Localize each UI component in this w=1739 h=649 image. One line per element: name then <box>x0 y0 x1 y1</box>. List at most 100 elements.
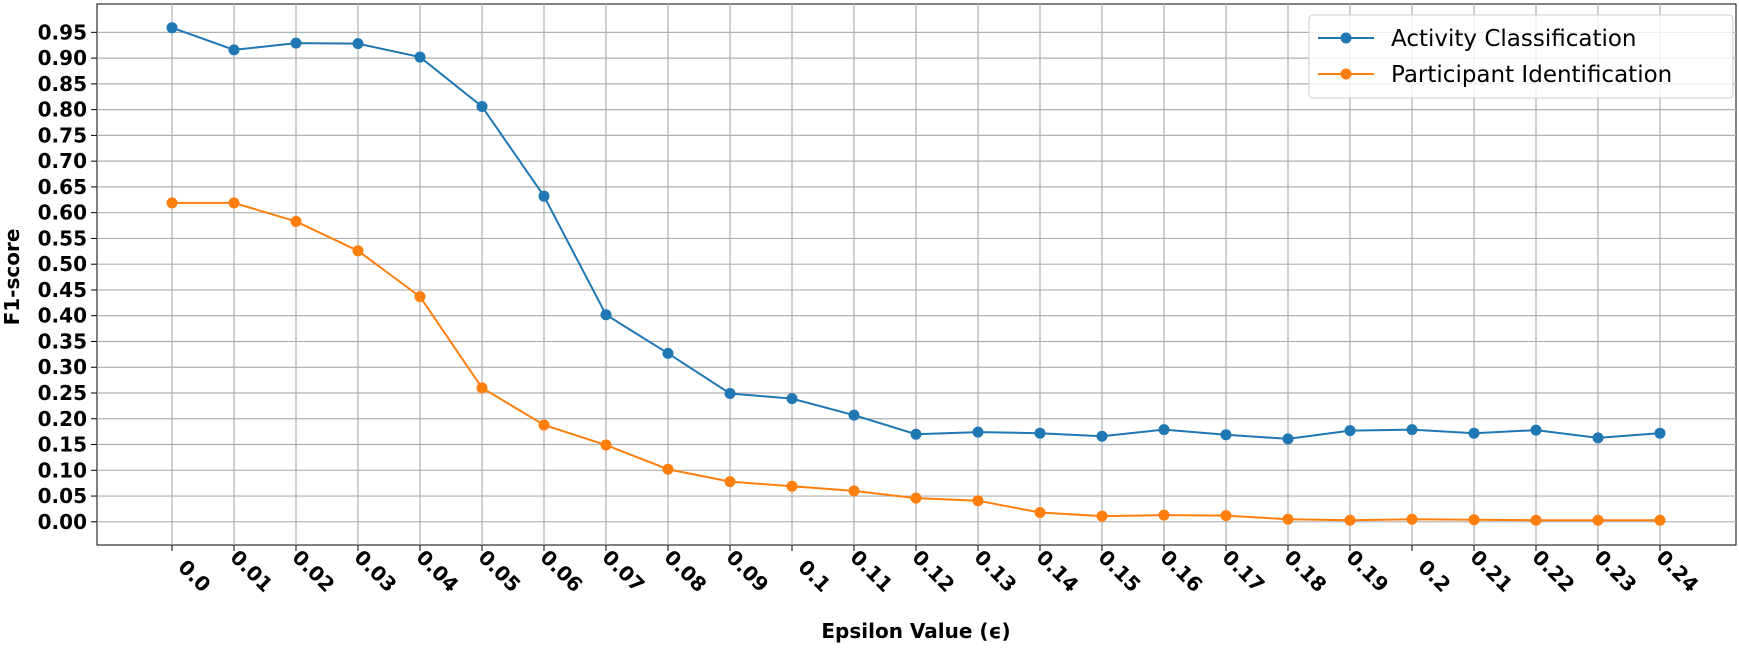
y-tick-label: 0.90 <box>38 46 87 70</box>
x-tick-label: 0.03 <box>350 545 402 597</box>
x-tick-label: 0.09 <box>722 545 774 597</box>
data-point <box>910 428 922 440</box>
data-point <box>1406 513 1418 525</box>
data-point <box>1344 425 1356 437</box>
data-point <box>600 439 612 451</box>
data-point <box>786 393 798 405</box>
data-point <box>1158 509 1170 521</box>
x-axis-title: Epsilon Value (ϵ) <box>821 619 1010 643</box>
data-point <box>786 480 798 492</box>
data-point <box>166 22 178 34</box>
x-tick-label: 0.23 <box>1590 545 1642 597</box>
data-point <box>662 463 674 475</box>
x-tick-label: 0.14 <box>1032 545 1084 597</box>
data-point <box>910 492 922 504</box>
x-tick-label: 0.05 <box>474 545 526 597</box>
x-tick-label: 0.0 <box>173 555 215 597</box>
data-point <box>724 476 736 488</box>
data-point <box>476 101 488 113</box>
legend-entry: Activity Classification <box>1318 26 1637 52</box>
data-point <box>1468 427 1480 439</box>
y-tick-label: 0.00 <box>38 510 87 534</box>
y-tick-label: 0.10 <box>38 458 87 482</box>
legend-label: Participant Identification <box>1391 62 1672 88</box>
x-tick-label: 0.15 <box>1094 545 1146 597</box>
data-point <box>352 245 364 257</box>
x-tick-label: 0.08 <box>660 545 712 597</box>
data-point <box>600 309 612 321</box>
y-axis-title: F1-score <box>0 229 24 326</box>
legend-marker <box>1340 32 1352 44</box>
data-point <box>1034 507 1046 519</box>
data-point <box>1096 430 1108 442</box>
data-point <box>1530 424 1542 436</box>
legend: Activity Classification Participant Ident… <box>1308 14 1734 99</box>
data-point <box>538 190 550 202</box>
x-tick-label: 0.06 <box>536 545 588 597</box>
y-tick-label: 0.75 <box>38 123 87 147</box>
data-point <box>290 215 302 227</box>
y-tick-label: 0.70 <box>38 149 87 173</box>
x-tick-label: 0.2 <box>1413 555 1455 597</box>
data-point <box>1592 514 1604 526</box>
y-tick-label: 0.45 <box>38 278 87 302</box>
data-point <box>1158 424 1170 436</box>
x-tick-label: 0.19 <box>1342 545 1394 597</box>
y-tick-label: 0.60 <box>38 201 87 225</box>
x-tick-label: 0.18 <box>1280 545 1332 597</box>
legend-box <box>1308 14 1734 99</box>
data-point <box>724 388 736 400</box>
data-point <box>848 485 860 497</box>
data-point <box>290 37 302 49</box>
data-point <box>228 44 240 56</box>
x-tick-label: 0.07 <box>598 545 650 597</box>
y-tick-label: 0.05 <box>38 484 87 508</box>
data-point <box>662 347 674 359</box>
y-tick-label: 0.40 <box>38 304 87 328</box>
y-tick-label: 0.20 <box>38 407 87 431</box>
x-tick-label: 0.12 <box>908 545 960 597</box>
grid-lines <box>97 4 1736 545</box>
series-lines <box>166 22 1666 526</box>
data-point <box>972 495 984 507</box>
legend-marker <box>1340 68 1352 80</box>
legend-label: Activity Classification <box>1391 26 1637 52</box>
data-point <box>228 197 240 209</box>
legend-entry: Participant Identification <box>1318 62 1672 88</box>
data-point <box>476 382 488 394</box>
data-point <box>1592 432 1604 444</box>
data-point <box>1282 433 1294 445</box>
data-point <box>1034 427 1046 439</box>
y-tick-label: 0.30 <box>38 355 87 379</box>
data-point <box>1530 514 1542 526</box>
data-point <box>1654 514 1666 526</box>
data-point <box>848 409 860 421</box>
y-tick-label: 0.85 <box>38 72 87 96</box>
y-tick-label: 0.25 <box>38 381 87 405</box>
x-tick-label: 0.11 <box>846 545 898 597</box>
x-tick-label: 0.24 <box>1652 545 1704 597</box>
x-tick-label: 0.21 <box>1466 545 1518 597</box>
x-tick-label: 0.04 <box>412 545 464 597</box>
data-point <box>414 51 426 63</box>
y-tick-label: 0.50 <box>38 252 87 276</box>
data-point <box>1344 514 1356 526</box>
data-point <box>414 291 426 303</box>
data-point <box>1220 429 1232 441</box>
x-tick-label: 0.22 <box>1528 545 1580 597</box>
y-tick-label: 0.95 <box>38 20 87 44</box>
series-2 <box>166 197 1666 526</box>
data-point <box>1654 427 1666 439</box>
data-point <box>166 197 178 209</box>
y-tick-label: 0.65 <box>38 175 87 199</box>
data-point <box>1468 514 1480 526</box>
y-tick-label: 0.55 <box>38 226 87 250</box>
x-tick-label: 0.02 <box>288 545 340 597</box>
x-tick-label: 0.01 <box>226 545 278 597</box>
x-tick-label: 0.1 <box>793 555 835 597</box>
x-tick-label: 0.17 <box>1218 545 1270 597</box>
x-tick-label: 0.16 <box>1156 545 1208 597</box>
data-point <box>1406 424 1418 436</box>
